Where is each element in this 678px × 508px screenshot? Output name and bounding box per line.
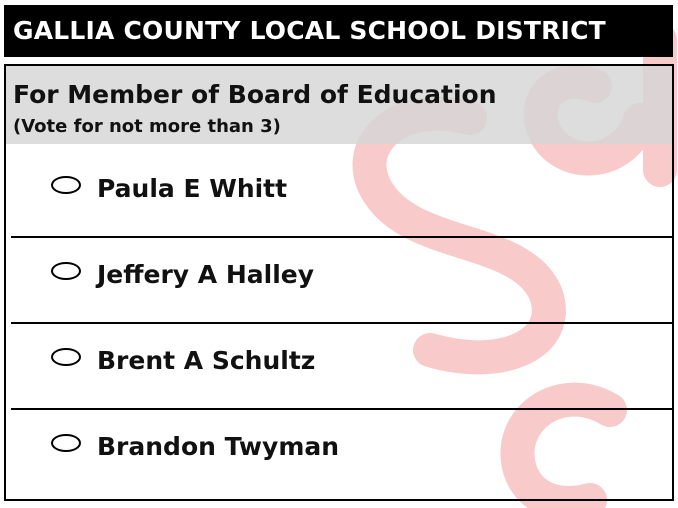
vote-oval[interactable] — [51, 434, 81, 452]
candidate-row: Paula E Whitt — [6, 152, 672, 238]
candidate-row: Brandon Twyman — [6, 410, 672, 496]
candidate-name: Brandon Twyman — [97, 432, 340, 461]
district-header: GALLIA COUNTY LOCAL SCHOOL DISTRICT — [4, 5, 673, 57]
vote-instruction: (Vote for not more than 3) — [13, 116, 281, 137]
district-title: GALLIA COUNTY LOCAL SCHOOL DISTRICT — [13, 16, 606, 45]
vote-oval[interactable] — [51, 176, 81, 194]
candidate-row: Jeffery A Halley — [6, 238, 672, 324]
vote-oval[interactable] — [51, 348, 81, 366]
candidate-name: Brent A Schultz — [97, 346, 316, 375]
office-title: For Member of Board of Education — [13, 80, 497, 109]
candidate-row: Brent A Schultz — [6, 324, 672, 410]
candidate-name: Paula E Whitt — [97, 174, 288, 203]
contest-box: For Member of Board of Education (Vote f… — [4, 64, 674, 501]
vote-oval[interactable] — [51, 262, 81, 280]
contest-header: For Member of Board of Education (Vote f… — [6, 66, 672, 144]
candidate-name: Jeffery A Halley — [97, 260, 315, 289]
